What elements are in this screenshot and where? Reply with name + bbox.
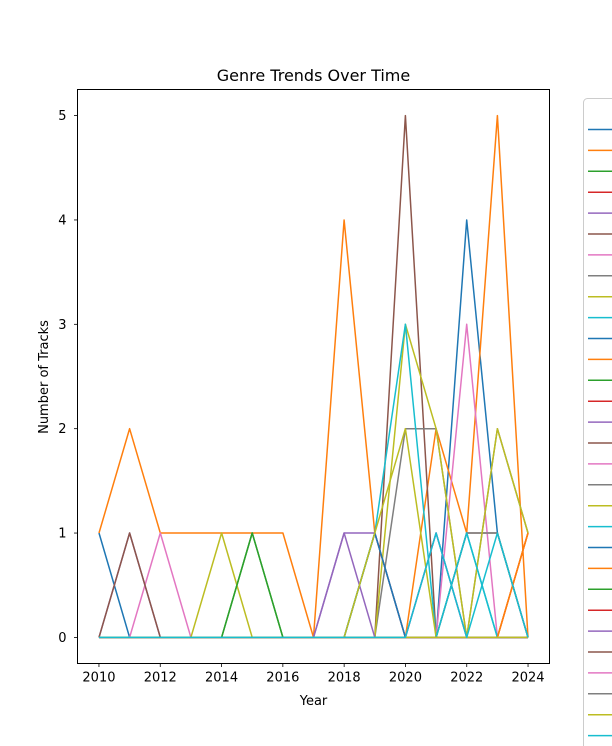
y-tick-label: 1 — [58, 527, 66, 542]
x-tick-label: 2018 — [328, 671, 361, 686]
x-tick-label: 2012 — [144, 671, 177, 686]
series-line-7 — [99, 323, 528, 639]
x-tick-label: 2016 — [266, 671, 299, 686]
chart-title: Genre Trends Over Time — [217, 66, 410, 85]
y-tick-label: 2 — [58, 422, 66, 437]
y-axis-label: Number of Tracks — [37, 320, 52, 434]
series-line-30 — [99, 532, 529, 639]
y-tick-label: 0 — [58, 631, 66, 646]
x-axis-label: Year — [299, 694, 328, 709]
series-line-9 — [99, 323, 528, 639]
x-tick-label: 2020 — [389, 671, 422, 686]
plot-frame — [77, 89, 550, 664]
series-line-2 — [98, 114, 529, 639]
x-axis: 2010 2012 2014 2016 2018 2020 2022 2024 — [82, 663, 545, 686]
legend-entries — [588, 128, 612, 737]
x-tick-label: 2010 — [82, 671, 115, 686]
x-tick-label: 2022 — [450, 671, 483, 686]
series-layer — [98, 114, 529, 639]
x-tick-label: 2014 — [205, 671, 238, 686]
series-line-1 — [98, 219, 529, 639]
y-tick-label: 5 — [58, 109, 66, 124]
y-tick-label: 4 — [58, 213, 66, 228]
legend — [583, 98, 612, 746]
series-line-10 — [99, 323, 528, 639]
y-axis: 0 1 2 3 4 5 — [58, 109, 78, 646]
series-line-6 — [99, 114, 529, 639]
y-tick-label: 3 — [58, 318, 66, 333]
x-tick-label: 2024 — [511, 671, 544, 686]
